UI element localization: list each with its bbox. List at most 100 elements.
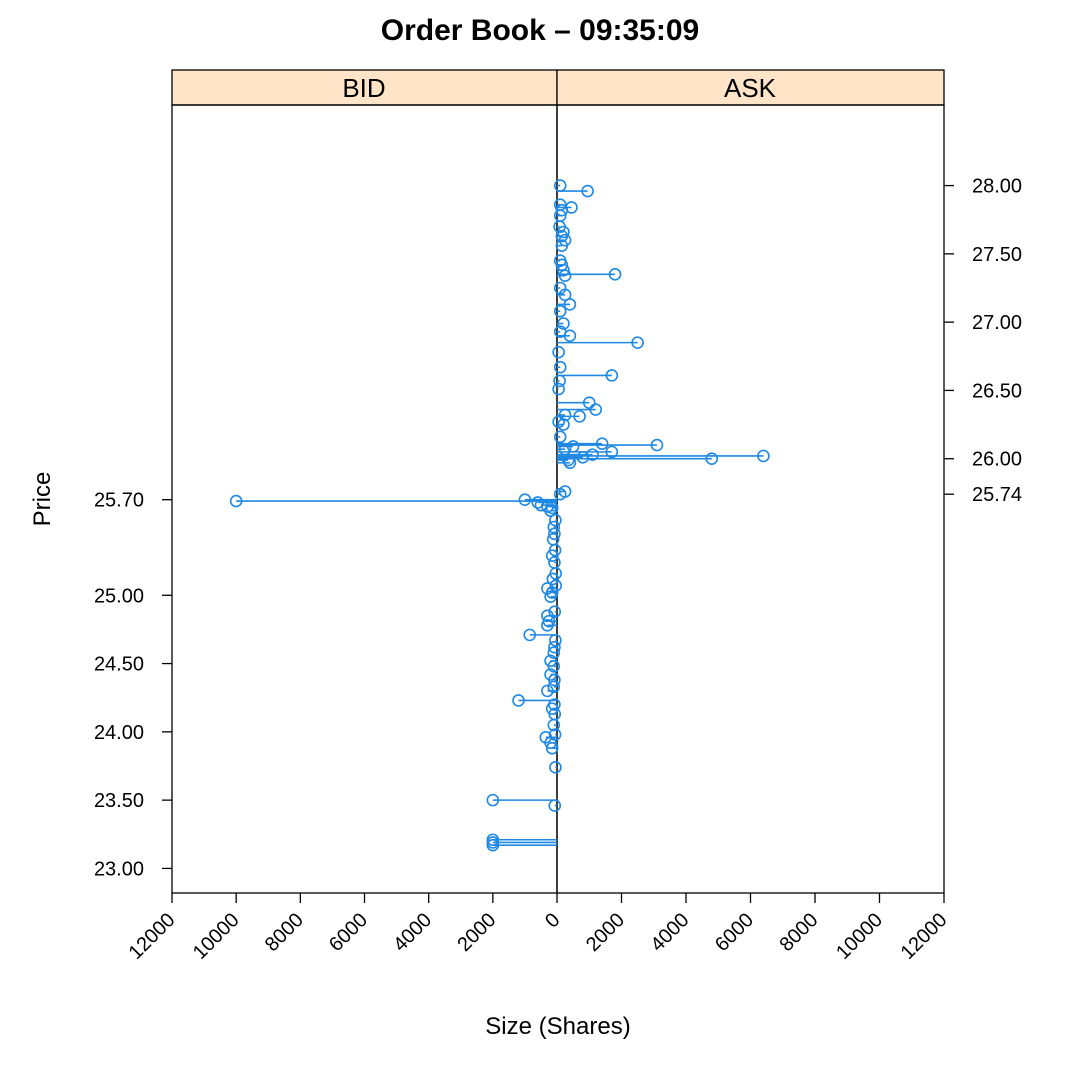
bid-marker (547, 680, 561, 694)
bid-marker (541, 500, 554, 513)
bid-point-44 (486, 793, 557, 807)
bid-point-12 (545, 549, 559, 562)
bid-point-32 (547, 680, 561, 694)
bid-y-tick-label: 25.70 (94, 490, 144, 512)
bid-point-33 (541, 684, 557, 698)
ask-point-45 (557, 201, 578, 214)
ask-marker (553, 304, 567, 318)
bid-marker (547, 646, 561, 659)
ask-point-21 (553, 374, 566, 388)
ask-point-24 (552, 345, 565, 359)
x-tick-label: 2000 (453, 909, 500, 956)
ask-point-20 (552, 382, 565, 396)
bid-point-7 (549, 513, 562, 527)
ask-point-48 (553, 179, 567, 192)
ask-marker (553, 325, 567, 339)
bid-marker (549, 579, 563, 593)
bid-marker (229, 494, 243, 508)
ask-marker (558, 485, 572, 498)
ask-point-4 (557, 452, 719, 466)
ask-marker (589, 403, 603, 416)
chart-title: Order Book – 09:35:09 (381, 14, 699, 47)
bid-panel (171, 104, 558, 894)
bid-point-19 (544, 590, 557, 603)
bid-marker (512, 694, 525, 707)
bid-point-31 (548, 673, 561, 687)
ask-point-16 (557, 410, 586, 423)
ask-y-tick-label: 25.74 (972, 484, 1022, 506)
ask-marker (553, 254, 567, 267)
bid-point-25 (549, 634, 562, 647)
ask-marker (553, 179, 567, 192)
x-axis-ticks: 12000 10000 8000 6000 4000 2000 0 2000 4000 6000 8… (125, 893, 952, 964)
bid-marker (545, 549, 559, 562)
x-tick-label: 4000 (647, 909, 694, 956)
bid-point-20 (548, 605, 562, 618)
bid-y-tick-label: 24.50 (94, 654, 144, 676)
bid-point-13 (548, 556, 561, 569)
bid-marker (541, 619, 554, 632)
ask-y-tick-label: 26.50 (972, 380, 1022, 402)
bid-point-42 (545, 741, 559, 755)
x-tick-label: 0 (541, 909, 564, 932)
ask-marker (605, 369, 619, 382)
x-tick-label: 12000 (897, 909, 952, 964)
ask-marker (558, 233, 572, 247)
y-axis-title: Price (29, 472, 56, 527)
bid-marker (523, 628, 537, 642)
ask-point-18 (557, 403, 603, 416)
bid-marker (548, 605, 562, 618)
ask-marker (631, 336, 644, 349)
ask-point-37 (553, 254, 567, 267)
x-tick-label: 8000 (261, 909, 308, 956)
ask-marker (552, 382, 565, 396)
x-tick-label: 6000 (711, 909, 758, 956)
ask-marker (558, 269, 572, 283)
ask-point-31 (557, 288, 572, 302)
bid-marker (549, 761, 562, 774)
bid-point-29 (547, 659, 561, 673)
ask-y-tick-label: 27.00 (972, 312, 1022, 334)
ask-point-19 (557, 396, 596, 410)
ask-marker (553, 360, 567, 374)
x-axis-title: Size (Shares) (485, 1013, 630, 1040)
y-axis-ticks: 25.70 25.00 24.50 24.00 23.50 23.00 28.00 27.50… (94, 176, 1022, 881)
bid-marker (547, 520, 561, 534)
bid-marker (548, 673, 561, 687)
ask-marker (581, 184, 594, 198)
x-tick-label: 2000 (582, 909, 629, 956)
bid-point-4 (541, 500, 557, 513)
x-tick-label: 12000 (125, 909, 180, 964)
bid-marker (549, 634, 562, 647)
bid-point-45 (548, 799, 562, 812)
ask-marker (595, 437, 609, 450)
x-tick-label: 8000 (776, 909, 823, 956)
ask-point-30 (557, 298, 577, 311)
ask-point-28 (557, 317, 570, 330)
x-tick-label: 10000 (832, 909, 887, 964)
bid-marker (541, 609, 554, 623)
bid-point-16 (549, 579, 563, 593)
bid-marker (548, 799, 562, 812)
bid-point-48 (486, 838, 557, 852)
ask-strip-label: ASK (724, 73, 777, 103)
bid-marker (544, 736, 557, 750)
bid-point-38 (547, 718, 561, 732)
bid-point-24 (523, 628, 557, 642)
bid-marker (534, 498, 548, 512)
bid-marker (544, 590, 557, 603)
bid-strip-label: BID (342, 73, 385, 103)
bid-marker (545, 741, 559, 755)
bid-point-8 (547, 520, 561, 534)
ask-point-13 (553, 430, 567, 444)
ask-marker (565, 201, 578, 214)
ask-panel (556, 104, 945, 894)
bid-y-tick-label: 23.50 (94, 790, 144, 812)
bid-point-23 (541, 619, 557, 632)
ask-marker (552, 345, 565, 359)
x-tick-label: 4000 (389, 909, 436, 956)
ask-marker (605, 445, 619, 459)
ask-point-27 (553, 325, 567, 339)
bid-marker (518, 493, 532, 506)
ask-marker (553, 281, 567, 295)
